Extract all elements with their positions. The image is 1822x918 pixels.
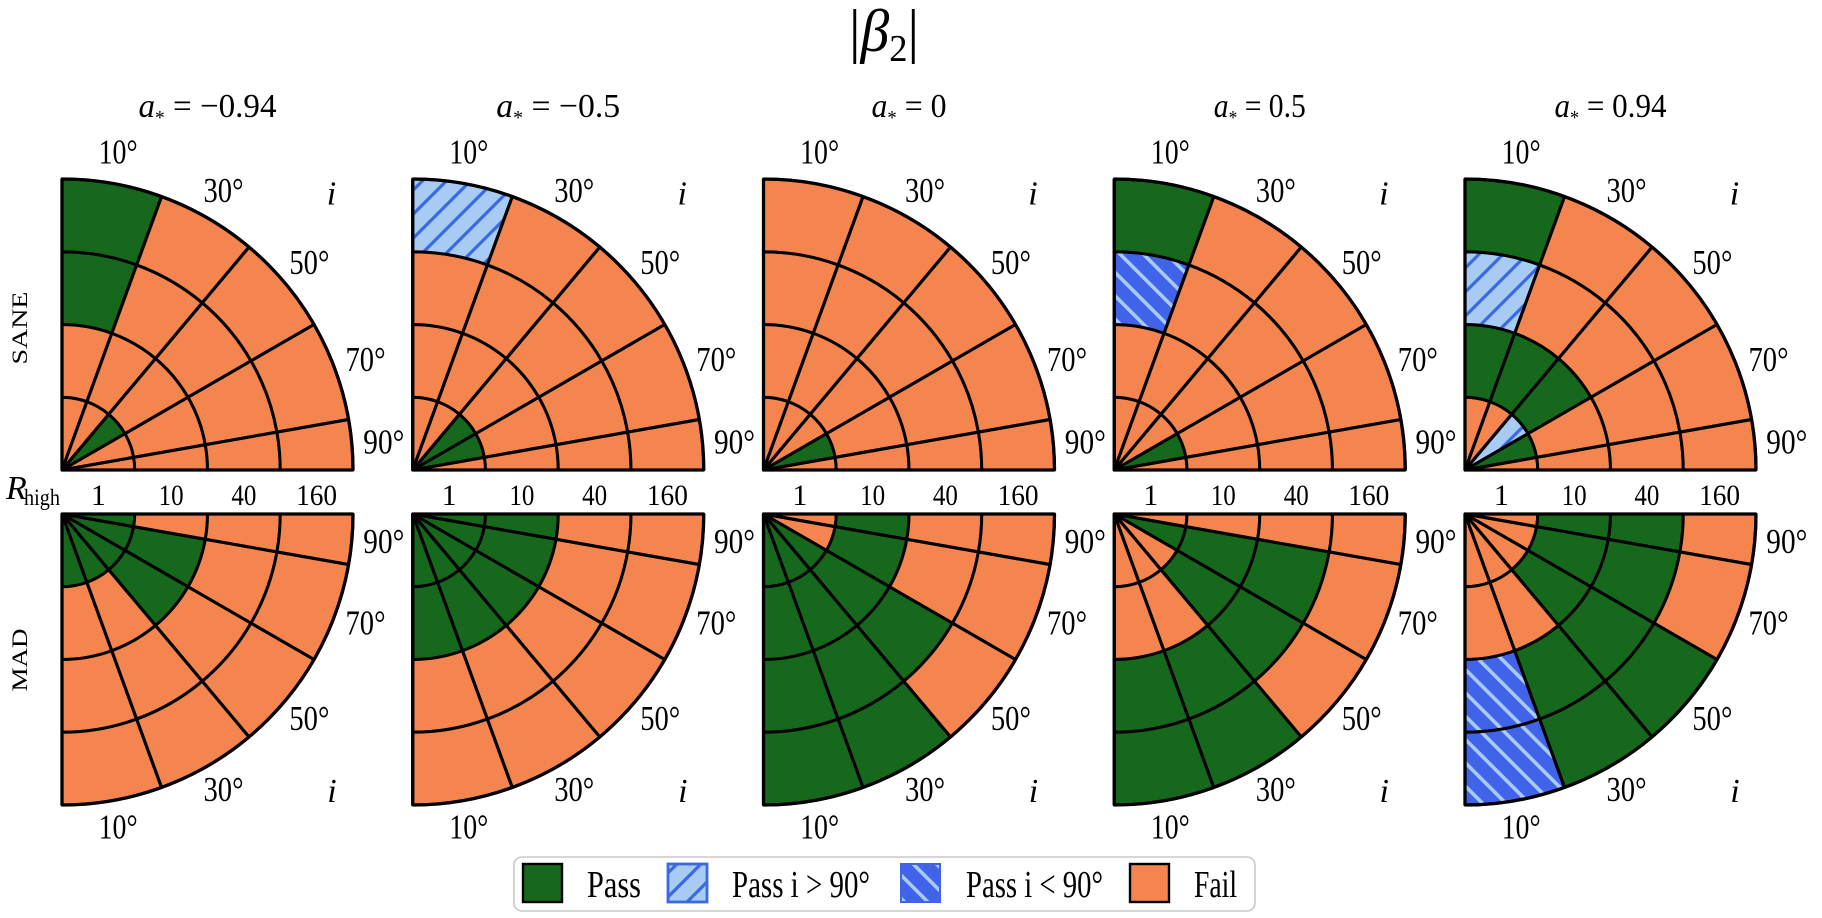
- svg-text:70°: 70°: [1047, 340, 1087, 379]
- svg-text:10°: 10°: [800, 132, 839, 171]
- svg-text:10: 10: [1211, 479, 1236, 512]
- svg-text:i: i: [1730, 773, 1739, 810]
- svg-text:50°: 50°: [991, 699, 1031, 738]
- svg-text:1: 1: [91, 479, 106, 512]
- svg-text:10°: 10°: [1502, 132, 1541, 171]
- svg-text:70°: 70°: [1749, 340, 1789, 379]
- svg-text:10°: 10°: [1151, 132, 1190, 171]
- svg-text:90°: 90°: [1065, 422, 1106, 461]
- svg-text:70°: 70°: [696, 603, 736, 642]
- svg-text:90°: 90°: [363, 422, 404, 461]
- svg-text:a* = 0.5: a* = 0.5: [1214, 88, 1306, 129]
- svg-text:MAD: MAD: [7, 629, 32, 692]
- svg-text:10°: 10°: [99, 132, 138, 171]
- svg-text:30°: 30°: [1607, 171, 1647, 210]
- svg-text:10: 10: [159, 479, 184, 512]
- svg-text:i: i: [1730, 176, 1739, 213]
- svg-text:10°: 10°: [1502, 808, 1541, 847]
- svg-text:10: 10: [509, 479, 534, 512]
- svg-text:R: R: [5, 470, 27, 507]
- svg-text:i: i: [677, 176, 686, 213]
- svg-text:30°: 30°: [204, 770, 244, 809]
- svg-text:90°: 90°: [363, 522, 404, 561]
- svg-text:40: 40: [231, 479, 256, 512]
- svg-text:70°: 70°: [1398, 603, 1438, 642]
- svg-text:i: i: [1379, 176, 1388, 213]
- svg-text:90°: 90°: [1416, 422, 1457, 461]
- svg-text:50°: 50°: [1342, 699, 1382, 738]
- svg-text:160: 160: [647, 479, 688, 512]
- svg-text:Pass i < 90°: Pass i < 90°: [966, 864, 1103, 906]
- svg-text:50°: 50°: [1342, 243, 1382, 282]
- svg-text:90°: 90°: [714, 422, 755, 461]
- svg-text:160: 160: [1699, 479, 1740, 512]
- svg-text:30°: 30°: [1256, 171, 1296, 210]
- svg-text:40: 40: [1284, 479, 1309, 512]
- svg-text:30°: 30°: [1607, 770, 1647, 809]
- svg-text:70°: 70°: [346, 603, 386, 642]
- svg-text:30°: 30°: [905, 171, 945, 210]
- svg-text:a* = 0: a* = 0: [872, 88, 947, 129]
- svg-text:10°: 10°: [449, 808, 488, 847]
- svg-text:a* = 0.94: a* = 0.94: [1555, 88, 1667, 129]
- svg-text:10°: 10°: [1151, 808, 1190, 847]
- svg-text:70°: 70°: [696, 340, 736, 379]
- svg-text:i: i: [678, 773, 687, 810]
- svg-text:10°: 10°: [449, 132, 488, 171]
- svg-text:90°: 90°: [1416, 522, 1457, 561]
- svg-text:30°: 30°: [905, 770, 945, 809]
- svg-text:30°: 30°: [554, 770, 594, 809]
- svg-text:1: 1: [1494, 479, 1509, 512]
- svg-text:1: 1: [792, 479, 807, 512]
- svg-text:SANE: SANE: [7, 292, 32, 365]
- svg-text:1: 1: [1143, 479, 1158, 512]
- svg-text:70°: 70°: [1047, 603, 1087, 642]
- svg-text:i: i: [1029, 773, 1038, 810]
- svg-text:90°: 90°: [714, 522, 755, 561]
- svg-text:50°: 50°: [1692, 699, 1732, 738]
- svg-text:90°: 90°: [1766, 522, 1807, 561]
- svg-text:90°: 90°: [1766, 422, 1807, 461]
- svg-text:90°: 90°: [1065, 522, 1106, 561]
- svg-text:160: 160: [998, 479, 1039, 512]
- svg-text:50°: 50°: [640, 243, 680, 282]
- svg-text:10: 10: [860, 479, 885, 512]
- svg-text:160: 160: [296, 479, 337, 512]
- svg-text:|β2|: |β2|: [849, 0, 919, 70]
- svg-text:Fail: Fail: [1194, 864, 1237, 906]
- svg-text:40: 40: [1634, 479, 1659, 512]
- svg-text:10: 10: [1562, 479, 1587, 512]
- svg-text:i: i: [1379, 773, 1388, 810]
- svg-text:10°: 10°: [99, 808, 138, 847]
- svg-text:30°: 30°: [554, 171, 594, 210]
- svg-text:70°: 70°: [346, 340, 386, 379]
- svg-text:a* = −0.94: a* = −0.94: [139, 88, 277, 129]
- svg-text:50°: 50°: [1692, 243, 1732, 282]
- svg-text:50°: 50°: [991, 243, 1031, 282]
- svg-text:Pass i > 90°: Pass i > 90°: [732, 864, 870, 906]
- svg-text:a* = −0.5: a* = −0.5: [496, 88, 620, 129]
- svg-text:70°: 70°: [1398, 340, 1438, 379]
- svg-text:160: 160: [1348, 479, 1389, 512]
- svg-text:high: high: [24, 485, 60, 510]
- svg-text:i: i: [327, 773, 336, 810]
- svg-text:i: i: [1028, 176, 1037, 213]
- svg-text:1: 1: [442, 479, 457, 512]
- svg-text:30°: 30°: [1256, 770, 1296, 809]
- svg-text:50°: 50°: [289, 699, 329, 738]
- svg-text:Pass: Pass: [587, 864, 641, 906]
- svg-text:40: 40: [582, 479, 607, 512]
- svg-text:40: 40: [933, 479, 958, 512]
- svg-text:i: i: [327, 176, 336, 213]
- svg-text:70°: 70°: [1749, 603, 1789, 642]
- svg-text:10°: 10°: [800, 808, 839, 847]
- svg-text:50°: 50°: [640, 699, 680, 738]
- svg-text:50°: 50°: [289, 243, 329, 282]
- svg-text:30°: 30°: [204, 171, 244, 210]
